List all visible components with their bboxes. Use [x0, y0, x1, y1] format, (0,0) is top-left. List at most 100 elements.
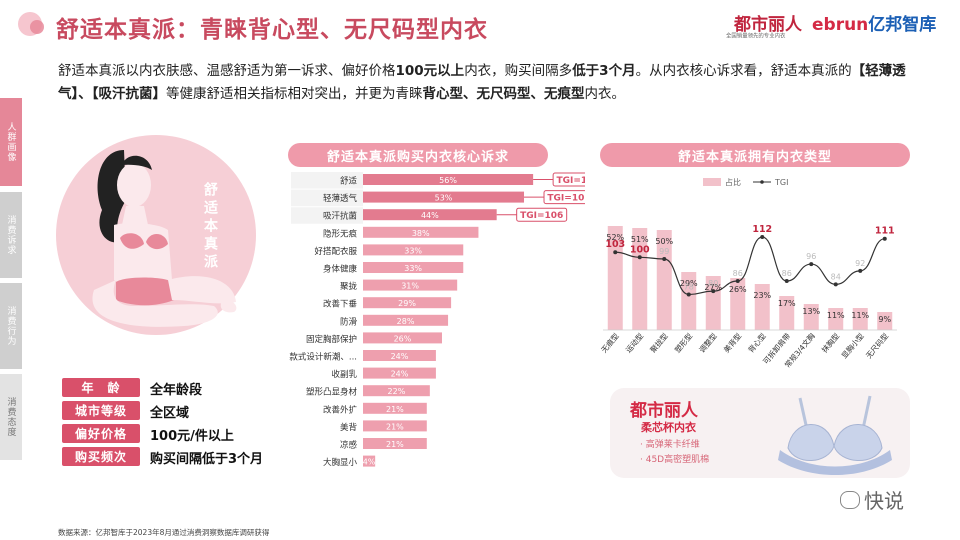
category-label-6: 聚拢: [340, 281, 358, 292]
intro-text-5: 内衣。: [584, 86, 626, 102]
bar-6: [363, 279, 458, 291]
bar-10: [363, 350, 436, 361]
bar-11: [363, 367, 436, 379]
legend-marker-tgi: [760, 180, 764, 184]
type-bar-9: [828, 308, 844, 330]
watermark: 快说: [840, 485, 904, 514]
type-category-0: 无痕型: [599, 330, 621, 354]
bar-value-7: 29%: [398, 299, 416, 308]
category-bg-0: [291, 172, 363, 189]
type-category-10: 显胸小型: [839, 330, 866, 360]
category-label-13: 改善外扩: [323, 404, 358, 415]
bar-value-6: 31%: [401, 282, 419, 291]
category-label-7: 改善下垂: [323, 299, 358, 310]
type-category-9: 抹胸型: [819, 330, 841, 354]
bar-13: [363, 402, 427, 414]
type-category-4: 调整型: [697, 330, 719, 354]
bar-4: [363, 244, 464, 256]
category-label-12: 塑形凸显身材: [306, 387, 358, 398]
tgi-value-6: 112: [752, 224, 772, 235]
type-bar-1: [632, 228, 648, 330]
type-bar-value-3: 29%: [680, 279, 698, 288]
type-category-6: 背心型: [746, 330, 768, 354]
tgi-value-11: 111: [875, 226, 895, 237]
intro-text-3: 。从内衣核心诉求看，舒适本真派的: [635, 63, 852, 79]
bar-16: [363, 455, 376, 467]
bar-value-14: 21%: [386, 422, 404, 431]
bar-7: [363, 297, 452, 309]
tgi-marker-0: [613, 250, 618, 255]
bar-3: [363, 226, 479, 238]
intro-text-2: 内衣，购买间隔多: [464, 63, 573, 79]
type-category-1: 运动型: [623, 330, 645, 354]
category-label-15: 凉感: [340, 440, 358, 451]
callout-box-1: [543, 190, 585, 205]
side-tab-persona[interactable]: 人群画像: [0, 98, 22, 186]
category-label-10: 款式设计新潮、...: [289, 352, 357, 363]
callout-text-1: TGI=105: [547, 194, 585, 204]
brand-logo-dushi: 都市丽人: [734, 15, 802, 35]
bar-value-15: 21%: [386, 440, 404, 449]
tgi-marker-10: [858, 268, 863, 273]
persona-vertical-label: 舒适本真派: [202, 182, 218, 272]
callout-box-0: [552, 172, 585, 187]
bar-value-3: 38%: [412, 229, 430, 238]
legend-swatch-share: [703, 178, 721, 186]
type-bar-8: [803, 304, 819, 330]
category-label-2: 吸汗抗菌: [323, 211, 357, 222]
category-label-1: 轻薄透气: [323, 193, 358, 204]
type-bar-value-1: 51%: [631, 235, 649, 244]
bar-14: [363, 420, 427, 432]
bar-1: [363, 191, 525, 203]
intro-text-1: 舒适本真派以内衣肤感、温感舒适为第一诉求、偏好价格: [58, 63, 396, 79]
bar-value-16: 4%: [363, 458, 376, 467]
tgi-value-4: 80: [708, 279, 718, 288]
legend-label-share: 占比: [725, 177, 741, 187]
type-bar-value-10: 11%: [851, 311, 869, 320]
tgi-value-5: 86: [733, 269, 743, 278]
type-bar-value-2: 50%: [655, 237, 673, 246]
intro-bold-1: 100元以上: [395, 63, 465, 79]
type-category-2: 聚拢型: [648, 330, 670, 354]
ad-feature-1: · 高弹莱卡纤维: [640, 440, 700, 450]
type-bar-4: [705, 276, 721, 330]
bar-value-8: 28%: [397, 317, 415, 326]
callout-text-0: TGI=118: [557, 176, 585, 186]
callout-box-2: [516, 207, 568, 222]
side-tab-demand[interactable]: 消费诉求: [0, 192, 22, 278]
persona-attr-label-price: 偏好价格: [62, 424, 140, 443]
ad-product-name: 柔芯杯内衣: [641, 421, 696, 434]
persona-attr-label-age: 年 龄: [62, 378, 140, 397]
type-bar-value-4: 27%: [704, 283, 722, 292]
brand-ebrun-text: ebrun: [812, 15, 869, 35]
tgi-marker-3: [686, 292, 691, 297]
category-label-5: 身体健康: [323, 264, 358, 275]
tgi-marker-8: [809, 262, 814, 267]
bar-value-11: 24%: [391, 370, 409, 379]
chat-icon: [840, 490, 860, 509]
type-bar-value-0: 52%: [606, 233, 624, 242]
type-category-3: 塑形型: [673, 331, 695, 354]
persona-attr-value-price: 100元/件以上: [150, 429, 234, 444]
tgi-value-1: 100: [630, 244, 650, 255]
tgi-value-10: 92: [855, 259, 865, 268]
intro-bold-4: 背心型、无尺码型、无痕型: [422, 86, 585, 102]
category-label-16: 大胸显小: [323, 457, 358, 468]
bar-2: [363, 209, 497, 221]
type-bar-value-7: 17%: [778, 299, 796, 308]
category-label-8: 防滑: [340, 316, 358, 327]
side-tab-attitude[interactable]: 消费态度: [0, 374, 22, 460]
chart1-title: 舒适本真派购买内衣核心诉求: [288, 143, 548, 167]
bar-15: [363, 438, 427, 449]
brand-logo-ebrun: ebrun亿邦智库: [812, 10, 936, 35]
tgi-marker-6: [760, 235, 765, 239]
persona-attr-value-frequency: 购买间隔低于3个月: [150, 452, 264, 467]
type-bar-10: [852, 308, 868, 330]
category-label-3: 隐形无痕: [323, 228, 358, 239]
persona-attr-value-age: 全年龄段: [150, 383, 203, 398]
type-bar-value-11: 9%: [878, 315, 891, 324]
bra-type-chart: 占比 TGI 52% 无痕型 51% 运动型 50% 聚拢型 29% 塑形型 27% 调整型 26% 美背…: [599, 177, 897, 370]
ad-feature-2: · 45D高密塑肌棉: [640, 455, 710, 465]
bar-value-2: 44%: [421, 211, 439, 220]
side-tab-behavior[interactable]: 消费行为: [0, 283, 22, 369]
